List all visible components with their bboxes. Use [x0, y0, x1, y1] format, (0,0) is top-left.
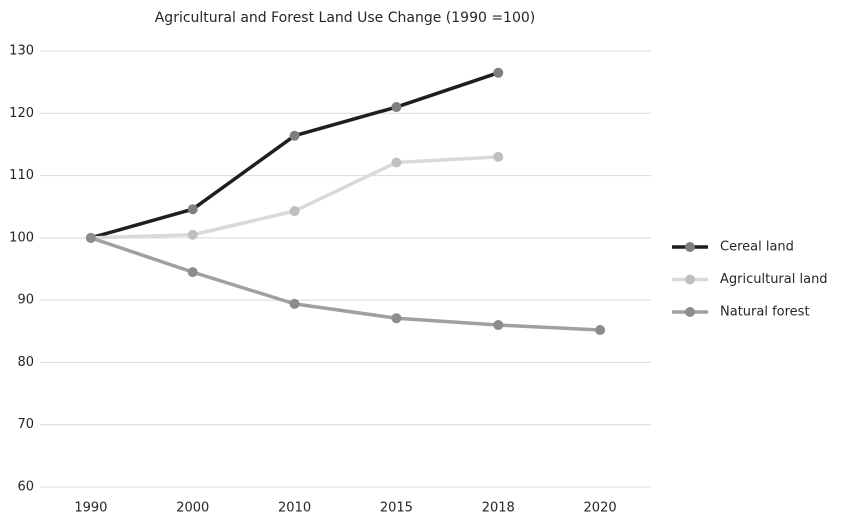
data-point: [595, 325, 606, 336]
data-point: [289, 298, 300, 309]
y-tick-label: 80: [17, 355, 34, 370]
data-point: [289, 130, 300, 141]
series-line: [90, 155, 499, 240]
x-tick-label: 2000: [176, 501, 209, 516]
data-point: [187, 267, 198, 278]
legend-label: Agricultural land: [720, 272, 828, 287]
x-tick-label: 2020: [584, 501, 617, 516]
data-point: [187, 229, 198, 240]
legend-label: Natural forest: [720, 305, 810, 320]
data-point: [493, 320, 504, 331]
y-tick-label: 70: [17, 417, 34, 432]
y-tick-label: 120: [9, 106, 34, 121]
legend-label: Cereal land: [720, 240, 794, 255]
legend-marker: [685, 242, 695, 252]
legend-marker: [685, 274, 695, 285]
y-tick-label: 100: [9, 230, 34, 245]
y-tick-label: 60: [17, 480, 34, 495]
data-point: [85, 232, 96, 243]
y-tick-label: 90: [17, 293, 34, 308]
data-point: [493, 67, 504, 78]
y-tick-label: 130: [9, 44, 34, 59]
x-tick-label: 2015: [380, 501, 413, 516]
series-line: [90, 236, 601, 332]
x-tick-label: 1990: [74, 501, 107, 516]
x-tick-label: 2018: [482, 501, 515, 516]
y-tick-label: 110: [9, 168, 34, 183]
data-point: [391, 157, 402, 168]
data-point: [493, 151, 504, 162]
data-point: [391, 102, 402, 113]
x-tick-label: 2010: [278, 501, 311, 516]
data-point: [289, 206, 300, 217]
data-point: [391, 313, 402, 324]
legend-marker: [685, 307, 695, 317]
data-point: [187, 204, 198, 215]
chart-title: Agricultural and Forest Land Use Change …: [155, 10, 536, 26]
